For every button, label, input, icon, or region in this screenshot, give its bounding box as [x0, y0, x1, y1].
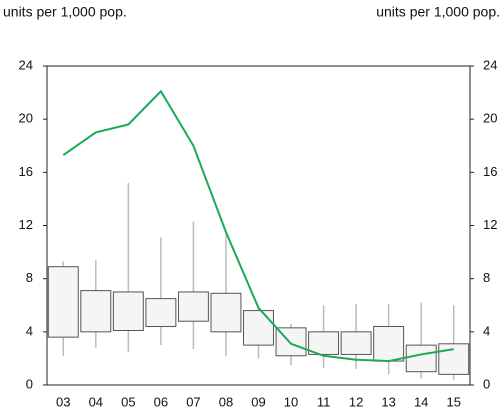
y2-tick-label: 20	[483, 111, 497, 126]
box	[438, 343, 470, 375]
x-tick-label: 10	[284, 394, 298, 409]
box	[112, 291, 144, 332]
y-tick-label: 8	[26, 270, 33, 285]
y2-tick-label: 12	[483, 217, 497, 232]
x-tick-label: 07	[186, 394, 200, 409]
box	[47, 266, 79, 338]
y-tick-label: 4	[26, 323, 33, 338]
y-tick-label: 12	[19, 217, 33, 232]
y2-tick-label: 0	[483, 376, 490, 391]
box	[340, 331, 372, 355]
y-tick-label: 24	[19, 57, 33, 72]
box	[373, 326, 405, 362]
box	[308, 331, 340, 355]
box	[243, 310, 274, 346]
box	[210, 292, 242, 333]
x-tick-label: 13	[381, 394, 395, 409]
y2-tick-label: 4	[483, 323, 490, 338]
box	[177, 291, 209, 322]
y-axis-label: units per 1,000 pop.	[3, 4, 127, 20]
y-tick-label: 20	[19, 111, 33, 126]
x-tick-label: 05	[121, 394, 135, 409]
x-tick-label: 15	[446, 394, 460, 409]
x-tick-label: 14	[414, 394, 428, 409]
y-tick-label: 0	[26, 376, 33, 391]
x-tick-label: 03	[56, 394, 70, 409]
x-tick-label: 08	[219, 394, 233, 409]
x-tick-label: 09	[251, 394, 265, 409]
y2-tick-label: 8	[483, 270, 490, 285]
y2-axis-label: units per 1,000 pop.	[376, 4, 500, 20]
y2-tick-label: 16	[483, 164, 497, 179]
x-tick-label: 04	[89, 394, 103, 409]
box	[145, 298, 177, 328]
box	[80, 290, 112, 333]
box	[405, 344, 437, 373]
y-tick-label: 16	[19, 164, 33, 179]
line	[62, 89, 454, 363]
y2-tick-label: 24	[483, 57, 497, 72]
x-tick-label: 06	[154, 394, 168, 409]
x-tick-label: 12	[349, 394, 363, 409]
x-tick-label: 11	[317, 394, 331, 409]
